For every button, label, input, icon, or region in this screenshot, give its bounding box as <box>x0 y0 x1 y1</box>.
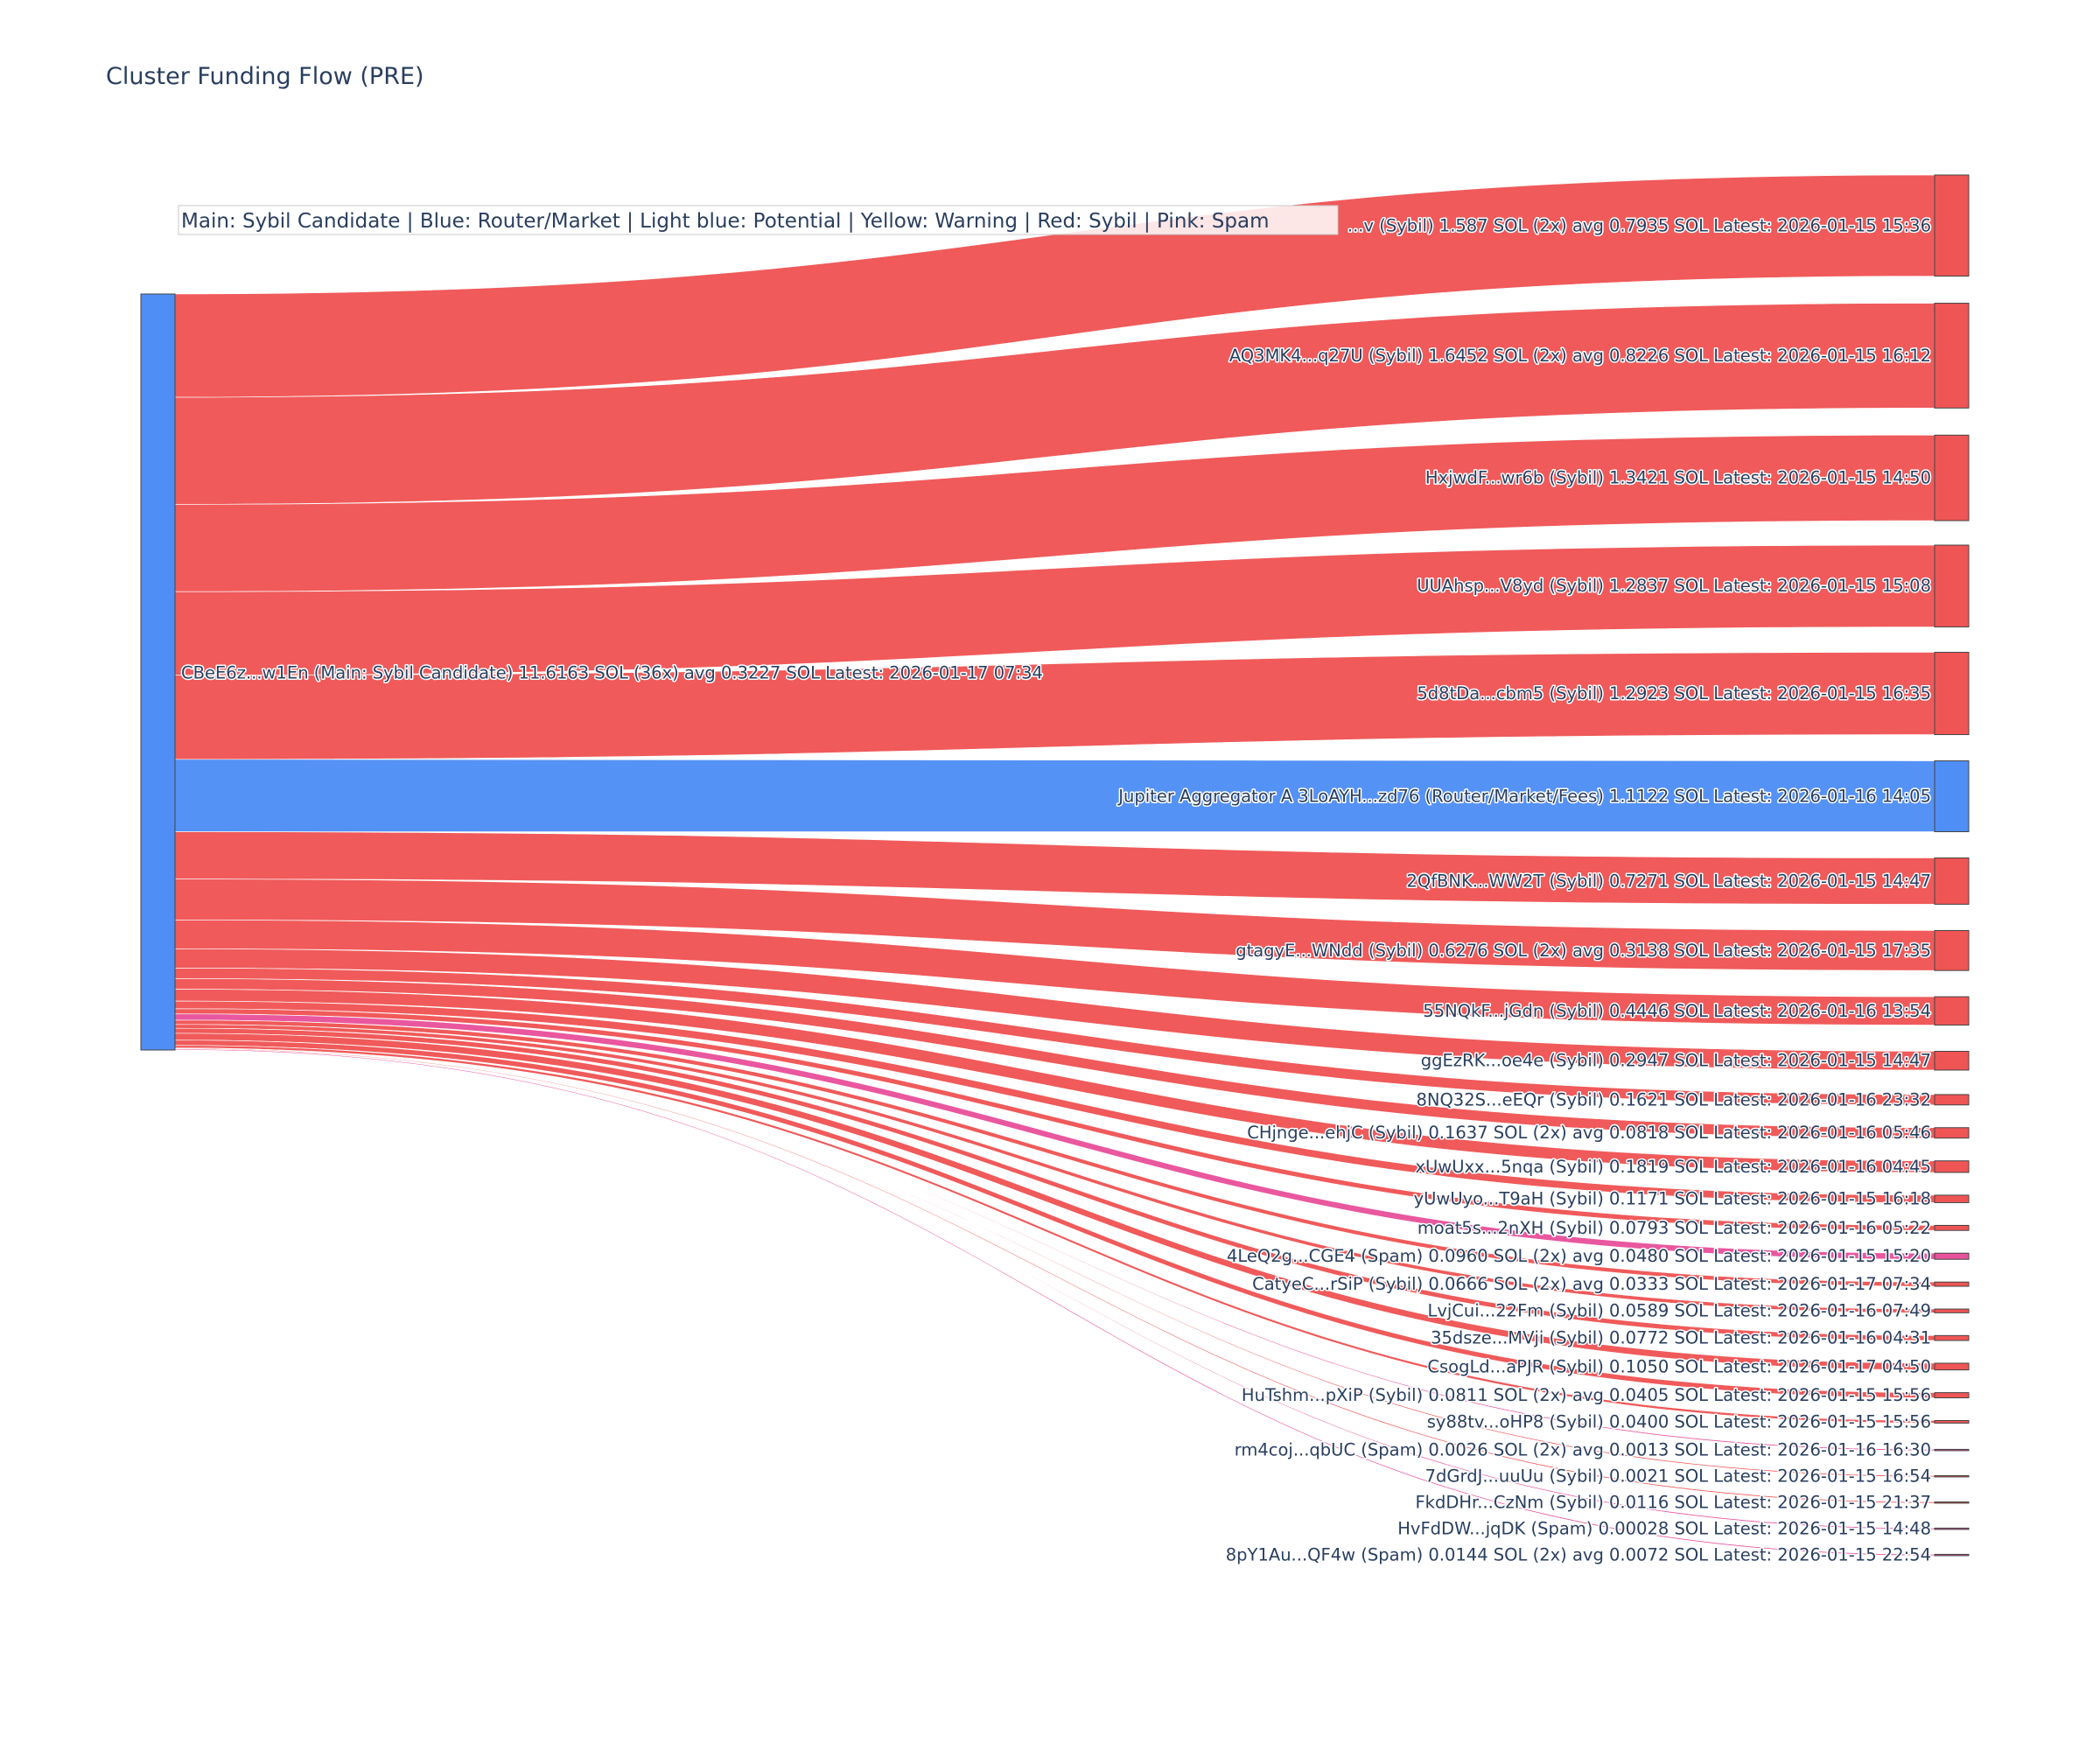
sankey-target-label: sy88tv...oHP8 (Sybil) 0.0400 SOL Latest:… <box>1427 1411 1931 1432</box>
sankey-link[interactable] <box>174 1047 1936 1478</box>
chart-title: Cluster Funding Flow (PRE) <box>106 63 424 90</box>
sankey-target-label: 8pY1Au...QF4w (Spam) 0.0144 SOL (2x) avg… <box>1226 1545 1931 1565</box>
sankey-source-label: CBeE6z...w1En (Main: Sybil Candidate) 11… <box>181 663 1043 683</box>
sankey-target-label: 55NQkF...jGdn (Sybil) 0.4446 SOL Latest:… <box>1423 1001 1931 1021</box>
sankey-target-node[interactable] <box>1934 1362 1970 1371</box>
sankey-target-node[interactable] <box>1934 1194 1970 1203</box>
sankey-target-label: HuTshm...pXiP (Sybil) 0.0811 SOL (2x) av… <box>1242 1385 1931 1405</box>
sankey-target-label: 4LeQ2g...CGE4 (Spam) 0.0960 SOL (2x) avg… <box>1227 1246 1931 1266</box>
sankey-target-node[interactable] <box>1934 858 1970 905</box>
sankey-target-node[interactable] <box>1934 1474 1970 1478</box>
sankey-target-label: moat5s...2nXH (Sybil) 0.0793 SOL Latest:… <box>1418 1218 1931 1238</box>
sankey-target-node[interactable] <box>1934 1501 1970 1504</box>
sankey-target-label: AQ3MK4...q27U (Sybil) 1.6452 SOL (2x) av… <box>1229 346 1931 366</box>
sankey-target-node[interactable] <box>1934 1420 1970 1424</box>
sankey-target-node[interactable] <box>1934 651 1970 736</box>
sankey-target-label: rm4coj...qbUC (Spam) 0.0026 SOL (2x) avg… <box>1235 1440 1931 1460</box>
sankey-target-node[interactable] <box>1934 1553 1970 1557</box>
sankey-labels: CBeE6z...w1En (Main: Sybil Candidate) 11… <box>180 214 1933 1566</box>
sankey-target-label: 5d8tDa...cbm5 (Sybil) 1.2923 SOL Latest:… <box>1417 683 1931 704</box>
sankey-target-label: 35dsze...MVji (Sybil) 0.0772 SOL Latest:… <box>1431 1328 1931 1348</box>
sankey-target-node[interactable] <box>1934 303 1970 409</box>
legend-note-text: Main: Sybil Candidate | Blue: Router/Mar… <box>181 210 1269 233</box>
sankey-target-label: Jupiter Aggregator A 3LoAYH...zd76 (Rout… <box>1116 787 1931 807</box>
sankey-target-node[interactable] <box>1934 1527 1970 1530</box>
legend-note: Main: Sybil Candidate | Blue: Router/Mar… <box>178 205 1339 235</box>
sankey-target-label: xUwUxx...5nqa (Sybil) 0.1819 SOL Latest:… <box>1415 1157 1931 1177</box>
sankey-target-label: gtagyE...WNdd (Sybil) 0.6276 SOL (2x) av… <box>1236 941 1931 961</box>
sankey-target-label: ggEzRK...oe4e (Sybil) 0.2947 SOL Latest:… <box>1421 1051 1931 1071</box>
sankey-target-label: 2QfBNK...WW2T (Sybil) 0.7271 SOL Latest:… <box>1406 871 1931 891</box>
sankey-target-label: UUAhsp...V8yd (Sybil) 1.2837 SOL Latest:… <box>1417 576 1931 596</box>
sankey-target-node[interactable] <box>1934 1448 1970 1452</box>
sankey-target-node[interactable] <box>1934 760 1970 833</box>
sankey-target-label: 8NQ32S...eEQr (Sybil) 0.1621 SOL Latest:… <box>1416 1089 1931 1110</box>
sankey-target-node[interactable] <box>1934 996 1970 1026</box>
sankey-target-node[interactable] <box>1934 1094 1970 1106</box>
sankey-target-label: CsogLd...aPJR (Sybil) 0.1050 SOL Latest:… <box>1427 1356 1931 1376</box>
sankey-target-node[interactable] <box>1934 1281 1970 1287</box>
sankey-target-node[interactable] <box>1934 174 1970 277</box>
sankey-target-node[interactable] <box>1934 1392 1970 1399</box>
sankey-target-node[interactable] <box>1934 1252 1970 1260</box>
sankey-target-node[interactable] <box>1934 1050 1970 1071</box>
sankey-target-label: LvjCui...22Fm (Sybil) 0.0589 SOL Latest:… <box>1427 1301 1931 1321</box>
sankey-target-node[interactable] <box>1934 434 1970 522</box>
sankey-target-label: HvFdDW...jqDK (Spam) 0.00028 SOL Latest:… <box>1397 1519 1931 1539</box>
sankey-target-node[interactable] <box>1934 1127 1970 1139</box>
sankey-source-node[interactable] <box>140 293 176 1051</box>
sankey-target-node[interactable] <box>1934 1334 1970 1341</box>
sankey-target-label: yUwUyo...T9aH (Sybil) 0.1171 SOL Latest:… <box>1414 1189 1931 1209</box>
sankey-links <box>174 174 1936 1557</box>
sankey-target-node[interactable] <box>1934 1224 1970 1231</box>
sankey-target-label: ...v (Sybil) 1.587 SOL (2x) avg 0.7935 S… <box>1348 215 1931 235</box>
sankey-target-label: CatyeC...rSiP (Sybil) 0.0666 SOL (2x) av… <box>1252 1274 1931 1294</box>
sankey-target-node[interactable] <box>1934 544 1970 627</box>
sankey-target-label: 7dGrdJ...uuUu (Sybil) 0.0021 SOL Latest:… <box>1425 1466 1931 1487</box>
sankey-target-node[interactable] <box>1934 1308 1970 1313</box>
sankey-target-node[interactable] <box>1934 929 1970 971</box>
sankey-target-label: HxjwdF...wr6b (Sybil) 1.3421 SOL Latest:… <box>1425 468 1931 488</box>
sankey-target-label: FkdDHr...CzNm (Sybil) 0.0116 SOL Latest:… <box>1415 1493 1931 1513</box>
sankey-target-node[interactable] <box>1934 1160 1970 1173</box>
sankey-nodes <box>140 174 1970 1557</box>
sankey-target-label: CHjnge...ehjC (Sybil) 0.1637 SOL (2x) av… <box>1247 1123 1931 1143</box>
